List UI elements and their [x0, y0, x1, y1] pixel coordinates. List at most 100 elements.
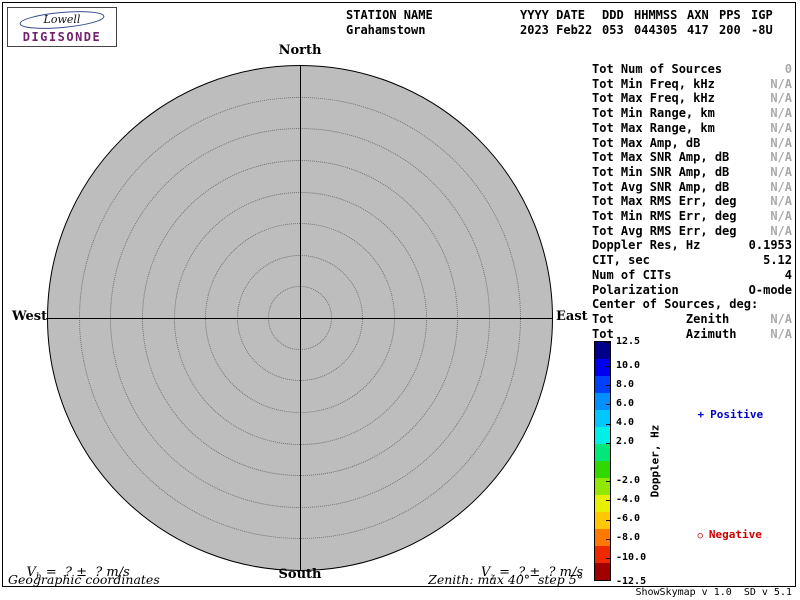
stat-row: Doppler Res, Hz 0.1953: [592, 238, 792, 253]
stat-label: Tot Zenith: [592, 311, 730, 326]
stat-value: N/A: [770, 194, 792, 209]
horizontal-velocity-readout: Vh = ? ± ? m/s: [10, 550, 130, 598]
version-credit: ShowSkymap v 1.0 SD v 5.1: [635, 587, 792, 598]
colorbar-tick-label: 10.0: [616, 359, 641, 371]
colorbar-gradient-bar: [594, 341, 611, 581]
colorbar-tick-label: -2.0: [616, 474, 641, 486]
colorbar-tick-mark: [606, 404, 610, 406]
coordinates-note: Geographic coordinates: [8, 572, 160, 587]
vh-value: = ? ± ? m/s: [41, 565, 130, 580]
header-field-value: Grahamstown: [346, 23, 426, 37]
colorbar-tick-label: 2.0: [616, 436, 635, 448]
stat-row: Tot Azimuth N/A: [592, 327, 792, 342]
positive-label: Positive: [710, 408, 764, 421]
colorbar-tick-mark: [606, 342, 610, 343]
colorbar-tick-label: -6.0: [616, 513, 641, 525]
header-field-ddd: DDD 053: [602, 8, 624, 38]
colorbar-tick-label: 8.0: [616, 378, 635, 390]
product-name: DIGISONDE: [22, 29, 102, 44]
colorbar-tick-label: -10.0: [616, 551, 647, 563]
stat-row: Tot Min Freq, kHz N/A: [592, 77, 792, 92]
lowell-digisonde-logo: Lowell DIGISONDE: [7, 7, 117, 47]
colorbar-tick-label: -8.0: [616, 532, 641, 544]
stat-value: 5.12: [763, 253, 792, 268]
header-field-value: 2023 Feb22: [520, 23, 593, 37]
stat-label: Tot Max SNR Amp, dB: [592, 150, 730, 165]
plus-marker-icon: +: [697, 408, 705, 421]
stat-value: N/A: [770, 326, 792, 341]
vh-symbol: V: [26, 565, 36, 580]
colorbar-tick-mark: [606, 442, 610, 444]
header-field-label: PPS: [719, 8, 741, 22]
colorbar-tick-mark: [606, 423, 610, 425]
positive-doppler-legend: + Positive: [671, 395, 764, 434]
vz-value: = ? ± ? m/s: [494, 565, 583, 580]
colorbar-tick-mark: [606, 538, 610, 540]
stat-value: N/A: [770, 179, 792, 194]
stat-label: Tot Min RMS Err, deg: [592, 209, 737, 224]
stat-label: Tot Max Range, km: [592, 120, 715, 135]
header-field-label: AXN: [687, 8, 709, 22]
vh-subscript: h: [35, 572, 42, 583]
stat-row: Tot Max Freq, kHz N/A: [592, 91, 792, 106]
header-field-label: YYYY DATE: [520, 8, 586, 22]
stat-label: Polarization: [592, 282, 679, 297]
stat-value: 0.1953: [748, 238, 792, 253]
stat-row: Tot Max RMS Err, deg N/A: [592, 194, 792, 209]
lowell-orbit-logo-icon: Lowell: [18, 10, 106, 29]
header-field-pps: PPS 200: [719, 8, 741, 38]
stats-panel: Tot Num of Sources 0 Tot Min Freq, kHz N/A T…: [592, 62, 792, 341]
stat-value: N/A: [770, 135, 792, 150]
header-field-station-name: STATION NAME Grahamstown: [346, 8, 510, 38]
colorbar-tick-label: 6.0: [616, 397, 635, 409]
stat-label: Tot Min Range, km: [592, 106, 715, 121]
stat-row: Tot Min Range, km N/A: [592, 106, 792, 121]
stat-value: 4: [784, 267, 792, 282]
colorbar-tick-mark: [606, 385, 610, 387]
colorbar-tick-label: -12.5: [616, 575, 647, 587]
stat-row: Tot Avg RMS Err, deg N/A: [592, 224, 792, 239]
north-south-axis-line: [300, 65, 301, 571]
colorbar-tick-label: 4.0: [616, 417, 635, 429]
stat-row: Tot Num of Sources 0: [592, 62, 792, 77]
stat-label: Tot Avg RMS Err, deg: [592, 223, 737, 238]
header-field-label: IGP: [751, 8, 773, 22]
stat-value: N/A: [770, 106, 792, 121]
stat-label: Tot Max Freq, kHz: [592, 91, 715, 106]
header-field-label: HHMMSS: [634, 8, 678, 22]
header-field-value: 053: [602, 23, 624, 37]
stat-label: Tot Azimuth: [592, 326, 737, 341]
direction-label-west: West: [12, 309, 48, 324]
stat-label: Tot Avg SNR Amp, dB: [592, 179, 730, 194]
colorbar-axis-label: Doppler, Hz: [648, 424, 662, 498]
header-field-yyyy-date: YYYY DATE 2023 Feb22: [520, 8, 592, 38]
header-field-value: 044305: [634, 23, 678, 37]
header-field-igp: IGP -8U: [751, 8, 773, 38]
colorbar-tick-label: -4.0: [616, 493, 641, 505]
direction-label-south: South: [278, 567, 322, 582]
colorbar-tick-mark: [606, 481, 610, 483]
header-field-hhmmss: HHMMSS 044305: [634, 8, 677, 38]
header-fields: STATION NAME Grahamstown YYYY DATE 2023 Feb…: [346, 8, 773, 38]
stat-row: Tot Avg SNR Amp, dB N/A: [592, 180, 792, 195]
stat-row: Tot Min RMS Err, deg N/A: [592, 209, 792, 224]
header-field-value: 417: [687, 23, 709, 37]
stat-label: CIT, sec: [592, 253, 650, 268]
zenith-range-note: Zenith: max 40° step 5°: [428, 572, 583, 587]
stat-value: N/A: [770, 311, 792, 326]
stat-value: N/A: [770, 209, 792, 224]
stat-label: Tot Num of Sources: [592, 62, 723, 76]
colorbar-tick-mark: [606, 500, 610, 502]
stat-label: Center of Sources, deg:: [592, 297, 759, 312]
stat-label: Doppler Res, Hz: [592, 238, 701, 253]
stat-row: Num of CITs 4: [592, 268, 792, 283]
stat-row: Polarization O-mode: [592, 283, 792, 298]
colorbar-tick-labels: 12.5 10.0 8.0 6.0 4.0 2.0 -2.0 -4.0 -6.0 -8.0 -10.…: [594, 336, 654, 587]
stat-row: Tot Max Range, km N/A: [592, 121, 792, 136]
stat-value: N/A: [770, 91, 792, 106]
colorbar-tick-mark: [606, 580, 610, 581]
colorbar-tick-mark: [606, 519, 610, 521]
negative-label: Negative: [708, 528, 762, 541]
stat-value: N/A: [770, 120, 792, 135]
